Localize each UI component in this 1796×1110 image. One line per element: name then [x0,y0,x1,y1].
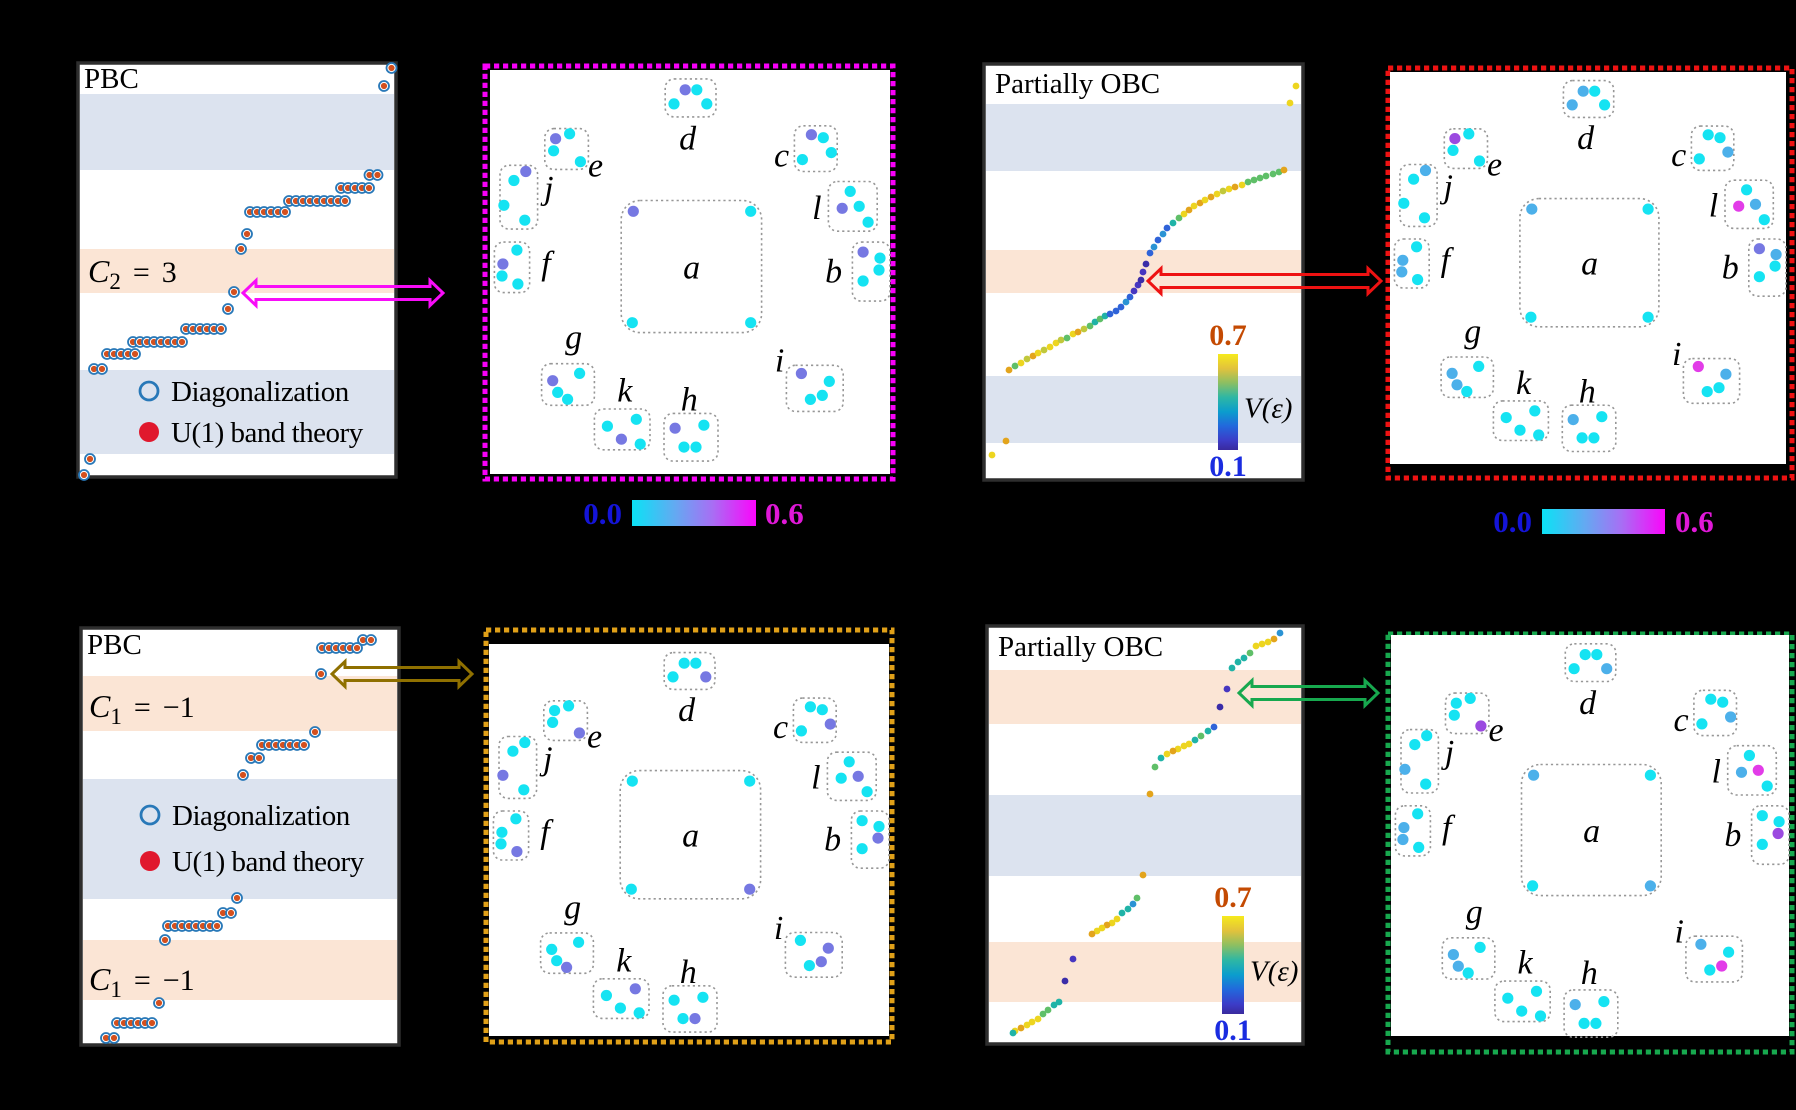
svg-text:0.6: 0.6 [765,496,804,531]
svg-text:0.1: 0.1 [1214,1014,1252,1047]
svg-text:Partially OBC: Partially OBC [995,68,1160,100]
svg-text:i: i [774,910,783,947]
svg-text:C1=−1: C1 = −1 [89,688,195,729]
svg-text:b: b [1722,250,1739,287]
svg-text:g: g [1464,314,1481,351]
svg-text:j: j [1441,734,1454,771]
svg-text:e: e [587,719,602,756]
svg-text:l: l [1709,188,1718,225]
svg-text:d: d [1577,120,1595,157]
svg-text:a: a [1583,813,1600,850]
svg-text:c: c [773,709,788,746]
svg-text:g: g [565,320,582,357]
svg-text:i: i [1672,336,1681,373]
svg-text:h: h [681,381,698,418]
svg-text:U(1) band theory: U(1) band theory [171,417,364,449]
svg-text:U(1) band theory: U(1) band theory [172,846,365,878]
svg-text:0.7: 0.7 [1209,319,1247,352]
svg-text:a: a [1581,246,1598,283]
svg-text:h: h [1581,955,1598,992]
svg-text:k: k [616,943,632,980]
svg-text:g: g [564,890,581,927]
svg-text:0.0: 0.0 [583,496,622,531]
svg-text:d: d [679,120,697,157]
svg-text:j: j [540,170,553,207]
svg-text:e: e [1487,147,1502,184]
svg-text:PBC: PBC [84,63,139,95]
svg-text:i: i [775,343,784,380]
svg-text:PBC: PBC [87,629,142,661]
svg-text:V(ε): V(ε) [1244,392,1292,424]
svg-text:b: b [824,822,841,859]
svg-text:a: a [682,818,699,855]
svg-text:i: i [1674,914,1683,951]
svg-text:0.7: 0.7 [1214,881,1252,914]
svg-text:a: a [683,250,700,287]
svg-text:b: b [1724,817,1741,854]
svg-text:l: l [1711,754,1720,791]
svg-text:l: l [811,760,820,797]
svg-text:V(ε): V(ε) [1250,956,1298,988]
svg-text:b: b [825,254,842,291]
svg-text:j: j [539,740,552,777]
svg-text:C1=−1: C1 = −1 [89,961,195,1002]
svg-text:k: k [1516,365,1532,402]
svg-text:l: l [812,190,821,227]
svg-text:k: k [617,372,633,409]
svg-text:d: d [1579,685,1597,722]
svg-text:Diagonalization: Diagonalization [171,376,350,408]
svg-text:c: c [774,138,789,175]
svg-text:h: h [680,954,697,991]
svg-text:j: j [1439,168,1452,205]
svg-text:Diagonalization: Diagonalization [172,800,351,832]
svg-text:e: e [588,148,603,185]
svg-text:C2=3: C2 = 3 [88,253,177,294]
svg-text:g: g [1466,894,1483,931]
svg-text:0.1: 0.1 [1209,450,1247,483]
svg-text:c: c [1671,137,1686,174]
svg-text:0.6: 0.6 [1675,504,1714,539]
svg-text:d: d [678,692,696,729]
svg-text:h: h [1579,374,1596,411]
svg-text:k: k [1518,945,1534,982]
svg-text:c: c [1674,702,1689,739]
svg-text:0.0: 0.0 [1493,504,1532,539]
svg-text:Partially OBC: Partially OBC [998,631,1163,663]
svg-text:e: e [1489,712,1504,749]
